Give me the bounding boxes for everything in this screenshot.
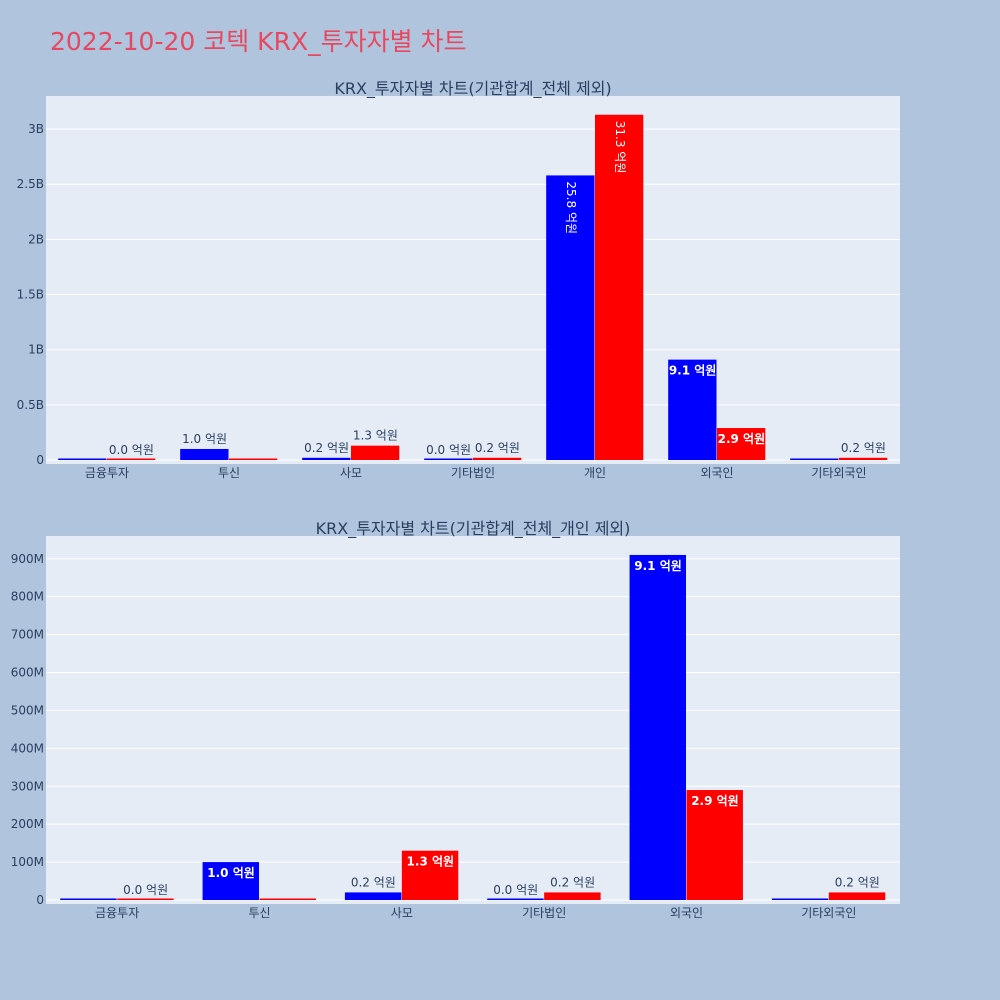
y-tick-label: 600M [11,666,44,680]
x-tick-label: 사모 [340,466,362,480]
data-label: 31.3 억원 [613,121,627,174]
bar [839,457,888,460]
data-label: 0.0 억원 [123,883,168,897]
x-tick-label: 외국인 [700,466,733,480]
y-tick-label: 900M [11,552,44,566]
x-tick-label: 기타외국인 [801,906,856,920]
bar [717,428,766,460]
data-label: 0.2 억원 [835,875,880,889]
y-tick-label: 1B [28,343,44,357]
y-tick-label: 400M [11,741,44,755]
y-tick-label: 0 [36,893,44,907]
x-tick-label: 투신 [248,906,270,920]
bar [180,448,229,460]
x-tick-label: 기타법인 [451,466,495,480]
bar [546,175,595,460]
bar [229,458,278,460]
x-tick-label: 금융투자 [85,466,129,480]
x-tick-label: 개인 [584,466,606,480]
y-tick-label: 200M [11,817,44,831]
plot-title: KRX_투자자별 차트(기관합계_전체_개인 제외) [316,519,631,539]
bar [302,457,351,460]
data-label: 1.3 억원 [353,429,398,443]
x-tick-label: 투신 [218,466,240,480]
x-tick-label: 기타외국인 [811,466,866,480]
x-tick-label: 기타법인 [522,906,566,920]
plot-background [46,96,900,464]
bar [351,445,400,460]
data-label: 9.1 억원 [669,364,717,378]
y-tick-label: 0 [36,453,44,467]
bar [544,892,601,900]
y-tick-label: 2B [28,232,44,246]
bar [629,554,686,900]
bar [473,457,522,460]
bar [686,790,743,900]
y-tick-label: 800M [11,590,44,604]
x-tick-label: 외국인 [670,906,703,920]
bar [487,898,544,900]
data-label: 0.0 억원 [426,443,471,457]
y-tick-label: 1.5B [17,288,44,302]
plot-title: KRX_투자자별 차트(기관합계_전체 제외) [334,79,611,99]
bar [60,898,117,900]
data-label: 1.3 억원 [407,855,455,869]
y-tick-label: 300M [11,779,44,793]
bar [595,114,644,460]
x-tick-label: 사모 [391,906,413,920]
data-label: 2.9 억원 [718,432,766,446]
bar [117,898,174,900]
bar [401,850,459,900]
data-label: 2.9 억원 [691,794,739,808]
x-tick-label: 금융투자 [95,906,139,920]
plot-background [46,536,900,904]
data-label: 0.2 억원 [841,441,886,455]
data-label: 0.2 억원 [351,875,396,889]
bar [668,359,717,460]
y-tick-label: 3B [28,122,44,136]
data-label: 9.1 억원 [634,559,682,573]
bar [424,458,473,460]
y-tick-label: 100M [11,855,44,869]
y-tick-label: 500M [11,703,44,717]
data-label: 0.2 억원 [550,875,595,889]
data-label: 1.0 억원 [207,866,255,880]
y-tick-label: 2.5B [17,177,44,191]
data-label: 0.0 억원 [493,883,538,897]
page-title: 2022-10-20 코텍 KRX_투자자별 차트 [50,27,467,56]
bar [202,862,259,900]
bar [344,892,402,900]
bar [259,898,316,900]
data-label: 0.2 억원 [475,441,520,455]
data-label: 25.8 억원 [564,181,578,234]
data-label: 0.2 억원 [304,441,349,455]
bar [828,892,886,900]
bar [107,458,156,460]
y-tick-label: 700M [11,628,44,642]
data-label: 0.0 억원 [109,443,154,457]
bar [58,458,107,460]
data-label: 1.0 억원 [182,432,227,446]
bar [771,898,829,900]
y-tick-label: 0.5B [17,398,44,412]
bar [790,458,839,460]
